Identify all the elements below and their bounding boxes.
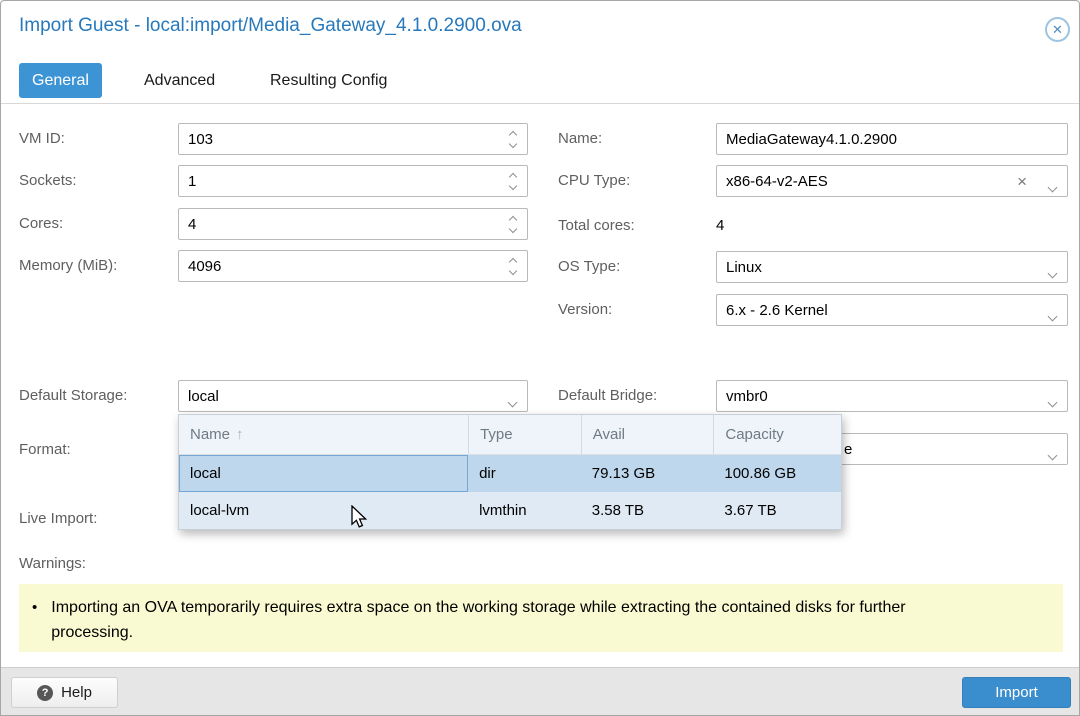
cell-capacity: 3.67 TB	[724, 502, 777, 519]
cell-avail: 3.58 TB	[591, 502, 645, 519]
import-button[interactable]: Import	[962, 677, 1071, 708]
cpu-type-combo[interactable]: x86-64-v2-AES ×	[716, 165, 1068, 197]
warning-text: Importing an OVA temporarily requires ex…	[51, 599, 906, 641]
column-header-name-label: Name	[190, 426, 231, 443]
total-cores-value: 4	[716, 217, 725, 234]
warning-bullet: •	[32, 599, 38, 616]
vmid-label: VM ID:	[19, 130, 65, 147]
chevron-down-icon[interactable]	[1047, 450, 1058, 461]
spinner-down-icon[interactable]	[508, 139, 518, 148]
footer-bar	[1, 667, 1079, 715]
default-bridge-value: vmbr0	[726, 387, 768, 405]
cell-type: lvmthin	[479, 502, 527, 519]
cpu-type-value: x86-64-v2-AES	[726, 172, 828, 190]
help-button[interactable]: ? Help	[11, 677, 118, 708]
cpu-type-label: CPU Type:	[558, 172, 631, 189]
chevron-down-icon[interactable]	[1047, 182, 1058, 193]
working-storage-visible-text: e	[844, 440, 853, 458]
tab-resulting-config-label: Resulting Config	[270, 71, 388, 89]
close-button[interactable]: ✕	[1045, 17, 1070, 42]
spinner-up-icon[interactable]	[508, 215, 518, 224]
sockets-value: 1	[188, 172, 197, 190]
memory-spinner[interactable]: 4096	[178, 250, 528, 282]
chevron-down-icon[interactable]	[507, 397, 518, 408]
tabbar-divider	[1, 103, 1079, 104]
default-bridge-combo[interactable]: vmbr0	[716, 380, 1068, 412]
cell-avail: 79.13 GB	[591, 465, 656, 482]
column-header-capacity-label: Capacity	[725, 426, 784, 443]
spinner-up-icon[interactable]	[508, 130, 518, 139]
total-cores-label: Total cores:	[558, 217, 635, 234]
name-label: Name:	[558, 130, 603, 147]
tab-advanced[interactable]: Advanced	[131, 63, 228, 98]
sort-asc-icon: ↑	[236, 426, 244, 443]
mouse-cursor-icon	[350, 504, 370, 536]
dialog-title: Import Guest - local:import/Media_Gatewa…	[19, 15, 522, 36]
cores-spinner[interactable]: 4	[178, 208, 528, 240]
name-value: MediaGateway4.1.0.2900	[726, 130, 897, 148]
name-input[interactable]: MediaGateway4.1.0.2900	[716, 123, 1068, 155]
spinner-up-icon[interactable]	[508, 172, 518, 181]
spinner-up-icon[interactable]	[508, 257, 518, 266]
column-header-name[interactable]: Name ↑	[179, 415, 468, 454]
tab-advanced-label: Advanced	[144, 71, 216, 89]
cell-capacity: 100.86 GB	[724, 465, 797, 482]
sockets-spinner[interactable]: 1	[178, 165, 528, 197]
column-header-avail[interactable]: Avail	[580, 415, 714, 454]
storage-dropdown-panel: Name ↑ Type Avail Capacity local dir 79.…	[178, 414, 842, 530]
default-storage-label: Default Storage:	[19, 387, 128, 404]
format-label: Format:	[19, 441, 71, 458]
warnings-label: Warnings:	[19, 555, 86, 572]
cores-value: 4	[188, 215, 197, 233]
clear-icon[interactable]: ×	[1017, 172, 1027, 191]
chevron-down-icon[interactable]	[1047, 268, 1058, 279]
os-type-label: OS Type:	[558, 258, 621, 275]
default-storage-combo[interactable]: local	[178, 380, 528, 412]
default-storage-value: local	[188, 387, 219, 405]
warning-box: • Importing an OVA temporarily requires …	[19, 584, 1063, 652]
storage-dropdown-header: Name ↑ Type Avail Capacity	[179, 415, 841, 455]
column-header-type-label: Type	[480, 426, 513, 443]
version-label: Version:	[558, 301, 613, 318]
os-type-combo[interactable]: Linux	[716, 251, 1068, 283]
help-button-label: Help	[61, 684, 92, 701]
default-bridge-label: Default Bridge:	[558, 387, 658, 404]
os-type-value: Linux	[726, 258, 762, 276]
column-header-capacity[interactable]: Capacity	[713, 415, 841, 454]
memory-label: Memory (MiB):	[19, 257, 118, 274]
tab-resulting-config[interactable]: Resulting Config	[257, 63, 400, 98]
cell-type: dir	[479, 465, 496, 482]
column-header-avail-label: Avail	[592, 426, 626, 443]
vmid-value: 103	[188, 130, 214, 148]
chevron-down-icon[interactable]	[1047, 397, 1058, 408]
help-icon: ?	[37, 684, 54, 701]
cores-label: Cores:	[19, 215, 64, 232]
live-import-label: Live Import:	[19, 510, 98, 527]
sockets-label: Sockets:	[19, 172, 77, 189]
import-button-label: Import	[995, 684, 1038, 701]
version-combo[interactable]: 6.x - 2.6 Kernel	[716, 294, 1068, 326]
vmid-spinner[interactable]: 103	[178, 123, 528, 155]
storage-row-local-lvm[interactable]: local-lvm lvmthin 3.58 TB 3.67 TB	[179, 492, 841, 529]
cell-name: local	[179, 455, 468, 492]
version-value: 6.x - 2.6 Kernel	[726, 301, 828, 319]
column-header-type[interactable]: Type	[468, 415, 581, 454]
spinner-down-icon[interactable]	[508, 224, 518, 233]
storage-row-local[interactable]: local dir 79.13 GB 100.86 GB	[179, 455, 841, 492]
tab-general-label: General	[32, 71, 89, 89]
cell-name: local-lvm	[190, 502, 250, 519]
spinner-down-icon[interactable]	[508, 181, 518, 190]
memory-value: 4096	[188, 257, 222, 275]
tab-general[interactable]: General	[19, 63, 102, 98]
chevron-down-icon[interactable]	[1047, 311, 1058, 322]
spinner-down-icon[interactable]	[508, 266, 518, 275]
close-icon: ✕	[1052, 21, 1063, 37]
